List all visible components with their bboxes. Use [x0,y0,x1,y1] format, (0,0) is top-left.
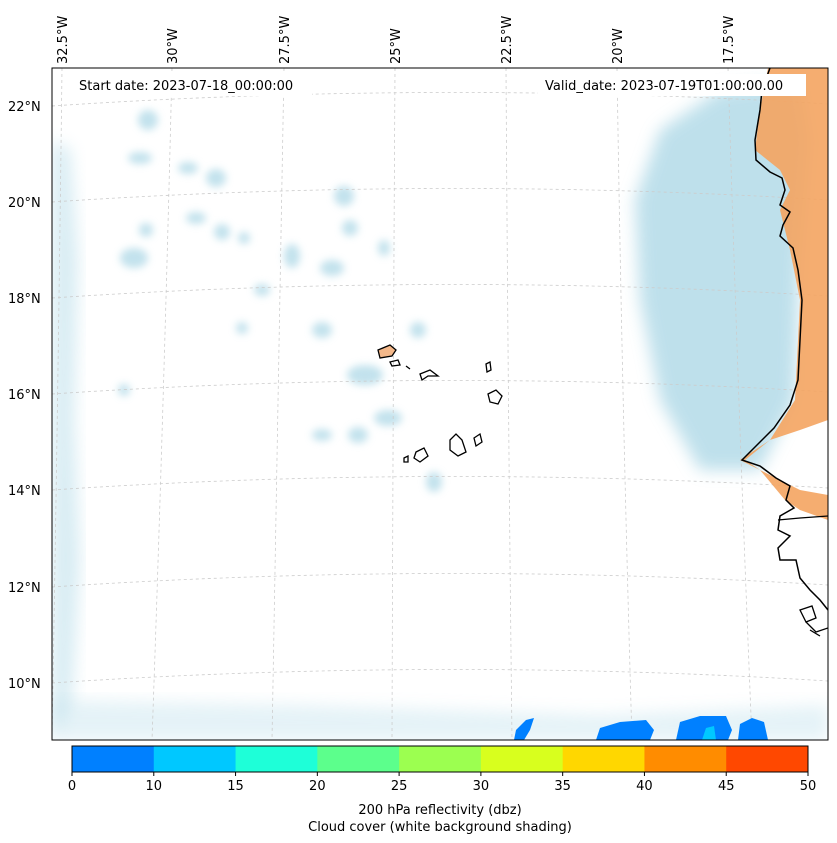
colorbar-swatch-4 [399,746,482,772]
colorbar-label-line2: Cloud cover (white background shading) [308,820,572,835]
colorbar-tick-label-2: 15 [227,779,244,794]
colorbar-ticks: 0 10 15 20 25 30 35 40 45 50 [68,772,816,794]
gridline-lon-20 [616,68,633,740]
lat-label-16: 16°N [8,388,41,403]
latitude-labels: 22°N 20°N 18°N 16°N 14°N 12°N 10°N [8,100,41,692]
africa-warm-shading [740,68,828,520]
colorbar-tick-label-6: 35 [554,779,571,794]
valid-date-label: Valid_date: 2023-07-19T01:00:00.00 [545,79,783,94]
reflectivity-blob-core [702,726,716,740]
island-santa-luzia [405,365,411,370]
reflectivity-blob-1 [514,718,534,740]
valid-date-box [538,74,806,96]
reflectivity-blob-3 [676,716,732,740]
colorbar-tick-label-8: 45 [718,779,735,794]
island-maio [473,432,483,448]
lat-label-12: 12°N [8,581,41,596]
island-fogo [413,447,429,463]
colorbar-tick-label-1: 10 [146,779,163,794]
colorbar-swatch-5 [480,746,564,772]
colorbar-frame [71,745,809,773]
gridlines [52,68,828,740]
cloud-patches [118,110,442,492]
colorbar: 0 10 15 20 25 30 35 40 45 50 200 hPa reflectivity… [68,745,816,835]
colorbar-swatches [72,746,809,772]
start-date-label: Start date: 2023-07-18_00:00:00 [79,79,293,94]
lon-label-22-5: 22.5°W [500,16,515,64]
lon-label-27-5: 27.5°W [278,16,293,64]
africa-coastline [740,68,828,611]
lat-label-18: 18°N [8,292,41,307]
island-sal [485,361,492,373]
colorbar-tick-label-5: 30 [473,779,490,794]
island-santiago [449,433,467,457]
colorbar-tick-label-4: 25 [391,779,408,794]
lon-label-17-5: 17.5°W [722,16,737,64]
island-santo-antao [377,344,397,359]
cape-verde-islands [377,344,503,463]
colorbar-swatch-8 [726,746,809,772]
africa-coastline-south [777,515,828,637]
gridline-lon-32-5 [52,68,63,740]
lon-label-30: 30°W [166,28,181,64]
gridline-lon-17-5 [727,68,753,740]
colorbar-tick-label-3: 20 [309,779,326,794]
reflectivity-blob-4 [738,718,768,740]
colorbar-tick-label-0: 0 [68,779,76,794]
lon-label-25: 25°W [389,28,404,64]
colorbar-tick-label-7: 40 [636,779,653,794]
lat-label-14: 14°N [8,484,41,499]
colorbar-swatch-3 [317,746,400,772]
island-sao-vicente [389,359,401,367]
lon-label-32-5: 32.5°W [56,16,71,64]
gridline-lon-25 [391,68,396,740]
gridline-lon-27-5 [271,68,285,740]
lat-label-10: 10°N [8,677,41,692]
colorbar-swatch-2 [235,746,318,772]
lon-label-20: 20°W [611,28,626,64]
reflectivity-blobs [514,716,768,740]
island-sao-nicolau [419,369,440,382]
colorbar-swatch-6 [562,746,645,772]
lat-label-20: 20°N [8,196,41,211]
map-panel: Start date: 2023-07-18_00:00:00 Valid_da… [52,68,828,740]
map-frame [51,67,829,741]
lat-label-22: 22°N [8,100,41,115]
colorbar-tick-label-9: 50 [800,779,817,794]
reflectivity-blob-2 [596,720,654,740]
gridline-lon-22-5 [505,68,513,740]
colorbar-swatch-1 [153,746,237,772]
cloud-cover-shading [52,80,828,740]
colorbar-swatch-7 [644,746,727,772]
cloud-east-band [635,80,810,470]
start-date-box [72,74,312,96]
gridline-lon-30 [151,68,173,740]
colorbar-label-line1: 200 hPa reflectivity (dbz) [358,803,521,818]
colorbar-swatch-0 [72,746,155,772]
island-boa-vista [487,389,503,405]
island-brava [403,454,409,463]
longitude-labels: 32.5°W 30°W 27.5°W 25°W 22.5°W 20°W 17.5… [56,16,737,64]
